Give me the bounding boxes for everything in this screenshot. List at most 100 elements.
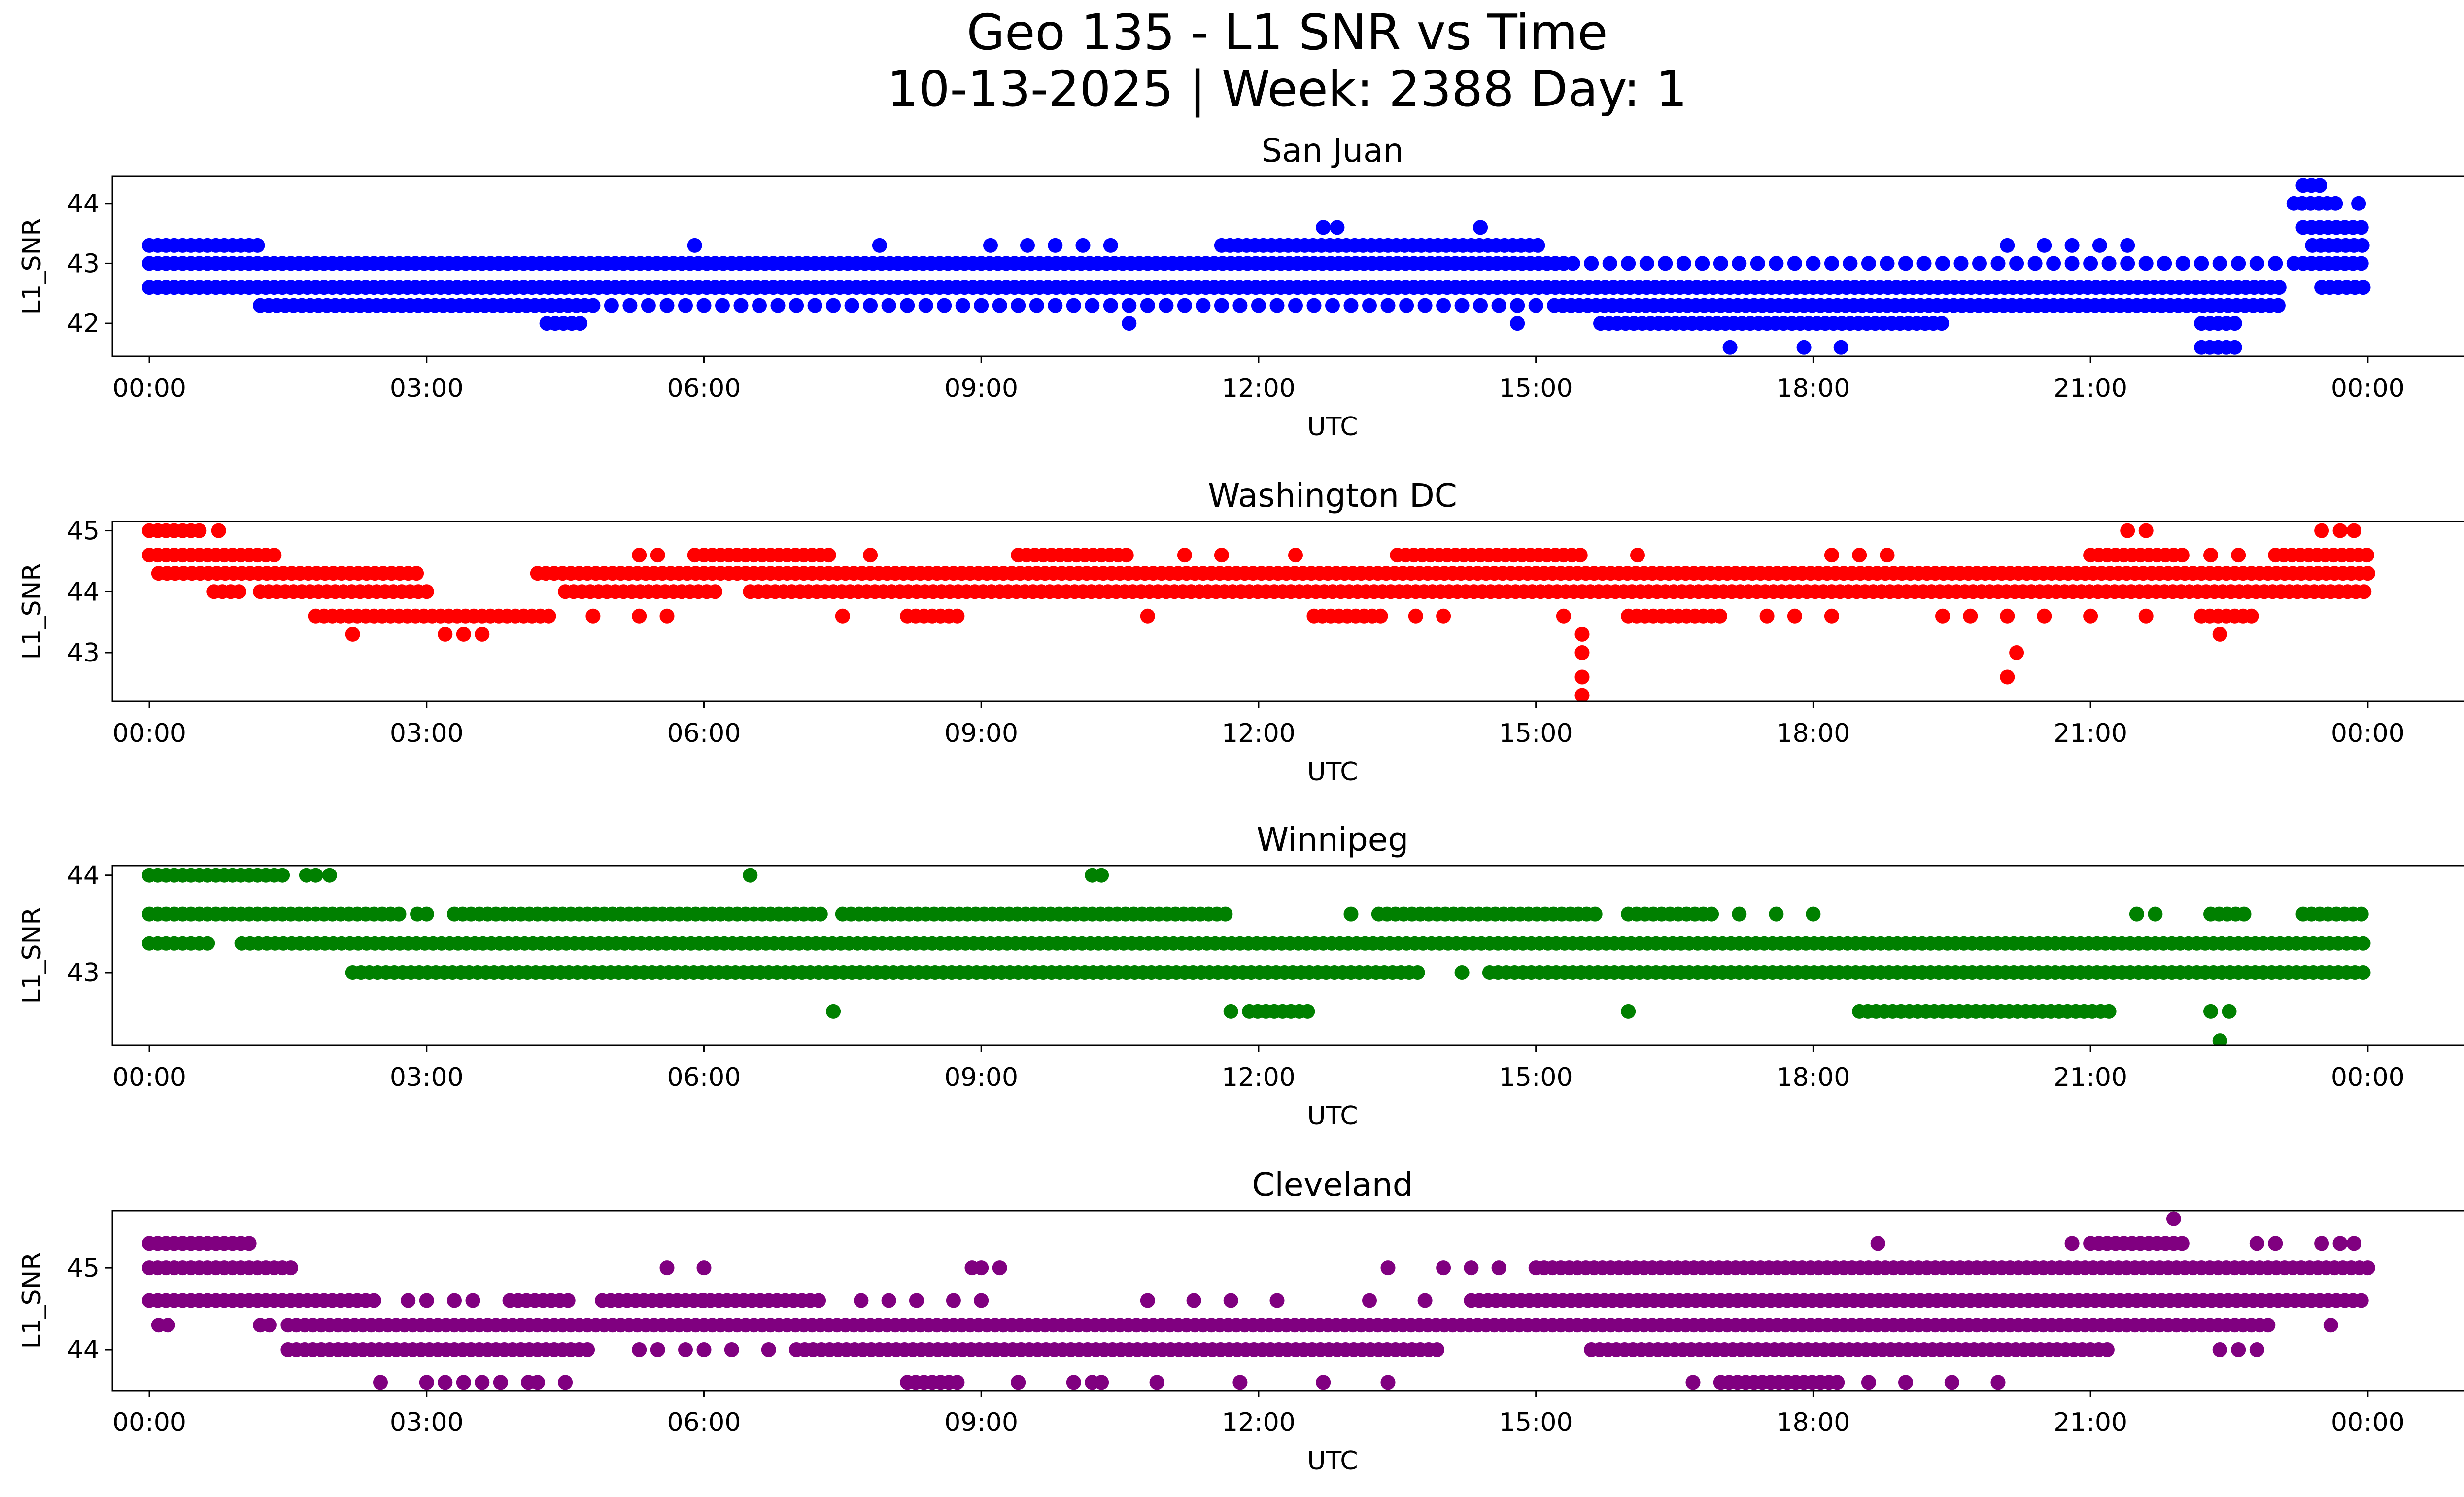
data-point — [1769, 906, 1784, 922]
data-point — [192, 523, 207, 538]
data-point — [1528, 298, 1543, 313]
data-point — [2027, 256, 2043, 271]
y-tick-label: 45 — [67, 517, 100, 546]
data-point — [2231, 1342, 2246, 1357]
subplot-winnipeg: Winnipeg 00:00 03:00 06:00 09:00 12:00 15:00 18… — [17, 821, 2464, 1131]
x-tick-label: 06:00 — [667, 719, 741, 748]
data-point — [1159, 298, 1174, 313]
data-point — [2120, 256, 2135, 271]
data-point — [1574, 627, 1590, 642]
data-point — [1833, 340, 1848, 355]
data-point — [1288, 548, 1303, 563]
data-point — [1417, 1293, 1433, 1308]
data-point — [1712, 608, 1727, 624]
data-point — [438, 1375, 453, 1390]
data-point — [1806, 256, 1821, 271]
x-tick-label: 06:00 — [667, 1408, 741, 1437]
x-tick-label: 03:00 — [390, 719, 464, 748]
data-point — [475, 1375, 490, 1390]
data-point — [1574, 645, 1590, 660]
data-point — [1565, 256, 1580, 271]
data-point — [1140, 298, 1155, 313]
x-tick-label: 00:00 — [2331, 719, 2405, 748]
data-point — [585, 608, 601, 624]
data-point — [1843, 256, 1858, 271]
data-point — [687, 548, 702, 563]
data-point — [724, 1342, 739, 1357]
data-point — [1232, 298, 1248, 313]
data-point — [696, 1260, 712, 1276]
data-point — [909, 1293, 924, 1308]
x-tick-label: 09:00 — [944, 374, 1018, 403]
data-point — [2222, 1004, 2237, 1019]
data-point — [1722, 340, 1738, 355]
data-point — [1399, 298, 1414, 313]
data-point — [955, 298, 970, 313]
y-tick-label: 44 — [67, 861, 100, 891]
data-point — [1935, 608, 1950, 624]
data-point — [2120, 523, 2135, 538]
data-point — [1325, 298, 1340, 313]
data-point — [1658, 256, 1673, 271]
data-point — [283, 1260, 298, 1276]
x-tick-label: 00:00 — [2331, 1408, 2405, 1437]
data-point — [2212, 627, 2227, 642]
data-point — [2000, 238, 2015, 253]
data-point — [2354, 906, 2369, 922]
data-point — [1380, 1375, 1396, 1390]
data-point — [1935, 256, 1950, 271]
data-point — [1196, 298, 1211, 313]
data-point — [1251, 298, 1266, 313]
data-point — [1491, 298, 1506, 313]
x-tick-label: 15:00 — [1499, 1063, 1573, 1092]
data-point — [366, 1293, 381, 1308]
data-point — [2212, 1033, 2227, 1045]
data-point — [1574, 688, 1590, 701]
data-point — [465, 1293, 480, 1308]
data-point — [1316, 1375, 1331, 1390]
axes-frame — [111, 1210, 2464, 1392]
data-point — [1075, 238, 1091, 253]
data-point — [1530, 238, 1545, 253]
data-point — [2356, 965, 2371, 980]
data-point — [659, 298, 675, 313]
data-point — [275, 868, 290, 883]
subplot-title: Washington DC — [1208, 477, 1457, 515]
data-point — [863, 548, 878, 563]
data-point — [1149, 1375, 1164, 1390]
data-point — [641, 298, 656, 313]
data-point — [1214, 298, 1229, 313]
subplot-title: Winnipeg — [1257, 821, 1409, 859]
x-axis-label: UTC — [1307, 757, 1358, 787]
data-point — [1223, 1293, 1238, 1308]
data-point — [200, 936, 215, 951]
data-point — [1306, 298, 1322, 313]
data-point — [974, 298, 989, 313]
data-point — [1796, 340, 1812, 355]
y-tick-label: 45 — [67, 1253, 100, 1283]
data-point — [632, 608, 647, 624]
data-point — [1806, 906, 1821, 922]
data-point — [650, 548, 665, 563]
data-point — [1972, 256, 1987, 271]
x-tick-label: 03:00 — [390, 374, 464, 403]
data-point — [250, 238, 265, 253]
y-axis-label: L1_SNR — [17, 218, 47, 314]
data-point — [2037, 238, 2052, 253]
data-point — [2270, 298, 2286, 313]
data-point — [1410, 965, 1425, 980]
data-point — [1269, 1293, 1285, 1308]
data-point — [2083, 256, 2098, 271]
x-tick-label: 21:00 — [2053, 1408, 2127, 1437]
data-point — [604, 298, 619, 313]
data-point — [2332, 523, 2348, 538]
x-tick-label: 00:00 — [112, 719, 186, 748]
data-point — [1373, 608, 1388, 624]
data-point — [743, 868, 758, 883]
data-point — [678, 298, 693, 313]
data-point — [2312, 178, 2327, 193]
x-tick-label: 03:00 — [390, 1408, 464, 1437]
data-point — [2236, 906, 2252, 922]
data-point — [262, 1318, 277, 1333]
subplots: San Juan 00:00 03:00 06:00 09:00 12:00 15:00 18… — [17, 132, 2464, 1476]
